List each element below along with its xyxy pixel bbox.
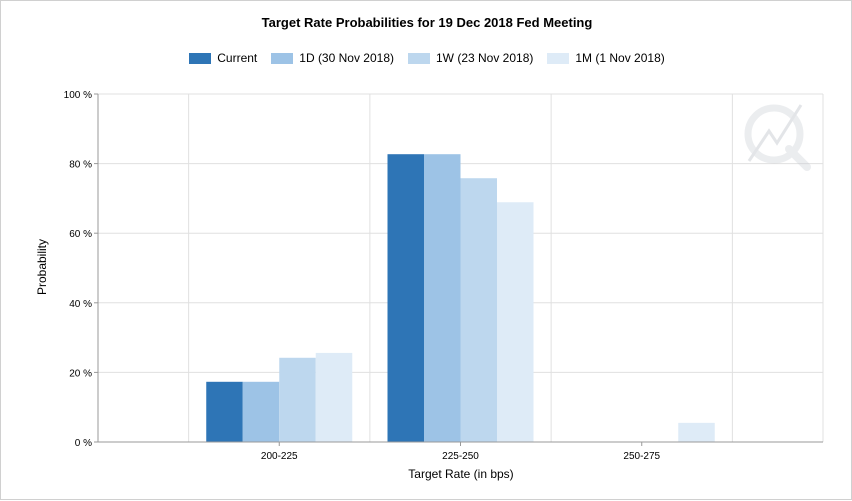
bar-225-250-current[interactable] — [387, 154, 425, 443]
chart-legend: Current 1D (30 Nov 2018) 1W (23 Nov 2018… — [1, 51, 852, 65]
bar-200-225-current[interactable] — [206, 381, 243, 442]
x-tick-label: 225-250 — [442, 451, 479, 462]
x-tick-label: 200-225 — [261, 451, 298, 462]
bar-225-250-1m[interactable] — [497, 202, 534, 442]
legend-label-1w: 1W (23 Nov 2018) — [435, 51, 534, 65]
y-tick-label: 60 % — [69, 229, 92, 240]
y-tick-labels: 0 % 20 % 40 % 60 % 80 % 100 % — [64, 90, 92, 449]
bar-225-250-1w[interactable] — [460, 178, 498, 442]
legend-label-current: Current — [217, 51, 258, 65]
y-tick-label: 40 % — [69, 299, 92, 310]
y-axis-label: Probability — [35, 239, 49, 295]
bar-200-225-1w[interactable] — [279, 357, 316, 442]
legend-item-1d[interactable]: 1D (30 Nov 2018) — [271, 51, 394, 65]
legend-swatch-1m — [547, 52, 570, 64]
legend-label-1m: 1M (1 Nov 2018) — [575, 51, 665, 65]
x-tick-label: 250-275 — [623, 451, 660, 462]
bar-200-225-1d[interactable] — [242, 381, 280, 442]
legend-item-current[interactable]: Current — [189, 51, 257, 65]
legend-label-1d: 1D (30 Nov 2018) — [299, 51, 394, 65]
watermark-logo-icon — [744, 104, 811, 171]
bar-200-225-1m[interactable] — [315, 352, 353, 442]
bar-250-275-1m[interactable] — [678, 422, 715, 442]
x-tick-labels: 200-225 225-250 250-275 — [261, 442, 661, 462]
legend-item-1w[interactable]: 1W (23 Nov 2018) — [407, 51, 534, 65]
x-axis-label: Target Rate (in bps) — [408, 467, 513, 481]
bars-layer — [206, 154, 715, 443]
legend-item-1m[interactable]: 1M (1 Nov 2018) — [547, 51, 665, 65]
y-tick-label: 80 % — [69, 160, 92, 171]
y-tick-label: 0 % — [75, 438, 92, 449]
y-tick-label: 100 % — [64, 90, 92, 101]
legend-swatch-1d — [271, 52, 294, 64]
chart-title: Target Rate Probabilities for 19 Dec 201… — [261, 15, 593, 30]
legend-swatch-1w — [407, 52, 430, 64]
bar-225-250-1d[interactable] — [424, 154, 461, 443]
legend-swatch-current — [189, 52, 212, 64]
y-tick-label: 20 % — [69, 368, 92, 379]
